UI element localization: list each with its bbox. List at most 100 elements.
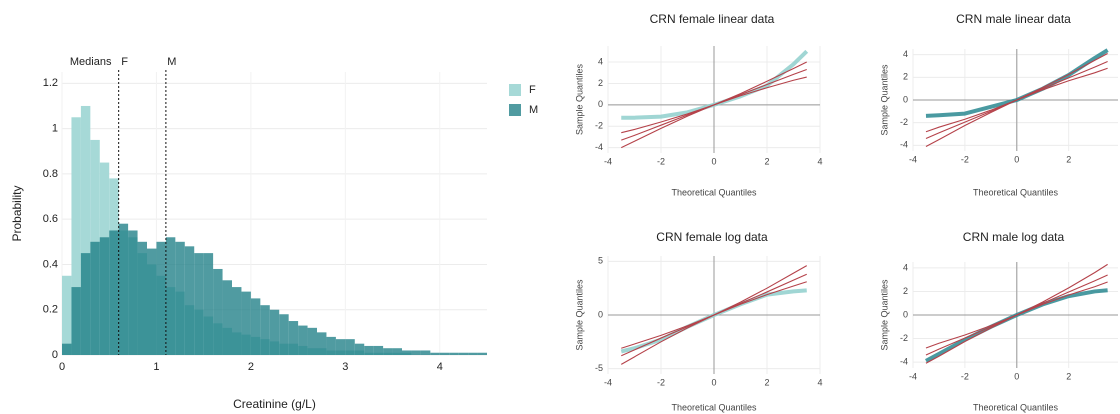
x-tick-label: 4	[817, 156, 822, 166]
y-tick-label: 2	[903, 286, 908, 296]
legend-label: F	[529, 84, 536, 96]
legend-label: M	[529, 104, 538, 116]
annotation: Medians	[70, 56, 112, 68]
histogram-bar	[411, 350, 421, 355]
reference-line	[925, 281, 1108, 364]
y-tick-label: -4	[900, 356, 908, 366]
x-tick-label: 0	[711, 377, 716, 387]
histogram-bar	[80, 253, 91, 355]
histogram-bar	[90, 241, 100, 355]
y-axis-label: Sample Quantiles	[574, 63, 584, 135]
histogram-bar	[298, 325, 308, 355]
x-tick-label: 3	[342, 361, 348, 373]
histogram-bar	[364, 345, 374, 355]
y-tick-label: 0	[903, 309, 908, 319]
histogram-bar	[109, 230, 119, 355]
x-tick-label: -4	[909, 154, 917, 164]
y-tick-label: 0.8	[43, 168, 58, 180]
histogram-bar	[213, 268, 223, 355]
x-tick-label: 0	[59, 361, 65, 373]
histogram-bar	[373, 345, 384, 355]
y-tick-label: -4	[900, 140, 908, 150]
x-tick-label: 2	[764, 156, 769, 166]
histogram-bar	[430, 352, 440, 355]
histogram-bar	[288, 321, 299, 355]
y-tick-label: 2	[598, 78, 603, 88]
y-tick-label: 0	[598, 309, 603, 319]
x-tick-label: 1	[153, 361, 159, 373]
x-axis-label: Theoretical Quantiles	[671, 402, 757, 412]
y-tick-label: 0.2	[43, 304, 58, 316]
y-axis-label: Sample Quantiles	[879, 279, 889, 351]
histogram-bar	[335, 339, 346, 355]
y-tick-label: 0.4	[43, 258, 58, 270]
y-tick-label: 2	[903, 72, 908, 82]
y-axis-label: Sample Quantiles	[574, 279, 584, 351]
histogram-bar	[184, 246, 195, 355]
histogram-bar	[439, 352, 450, 355]
y-tick-label: -2	[900, 333, 908, 343]
histogram-bar	[99, 237, 110, 355]
x-tick-label: -4	[604, 377, 612, 387]
histogram-bar	[449, 352, 459, 355]
histogram-bar	[62, 343, 72, 355]
histogram-bar	[326, 336, 336, 355]
histogram-bar	[468, 352, 478, 355]
x-tick-label: 2	[764, 377, 769, 387]
histogram-bar	[345, 339, 355, 355]
reference-line	[621, 76, 807, 149]
x-tick-label: 0	[711, 156, 716, 166]
chart-title: CRN male log data	[963, 230, 1065, 244]
histogram-bar	[458, 352, 469, 355]
y-tick-label: 0	[598, 99, 603, 109]
histogram-bar	[241, 291, 251, 355]
x-tick-label: -2	[961, 371, 969, 381]
x-tick-label: 0	[1014, 371, 1019, 381]
chart-title: CRN male linear data	[956, 12, 1071, 26]
x-axis-label: Theoretical Quantiles	[973, 187, 1059, 197]
legend-swatch	[509, 84, 521, 96]
y-tick-label: 1	[52, 123, 58, 135]
y-tick-label: 0.6	[43, 213, 58, 225]
reference-line	[620, 281, 807, 365]
legend-swatch	[509, 104, 521, 116]
histogram-bar	[147, 248, 157, 355]
x-tick-label: 4	[817, 377, 822, 387]
histogram-bar	[62, 275, 72, 355]
y-tick-label: 4	[903, 262, 908, 272]
histogram-bar	[250, 298, 261, 355]
histogram-bar	[118, 223, 129, 355]
chart-title: CRN female log data	[656, 230, 768, 244]
histogram-bar	[383, 348, 393, 355]
x-tick-label: 2	[248, 361, 254, 373]
y-tick-label: -2	[595, 121, 603, 131]
histogram-bar	[194, 253, 204, 355]
x-tick-label: 0	[1014, 154, 1019, 164]
y-axis-label: Sample Quantiles	[879, 64, 889, 136]
median-label: M	[167, 56, 176, 68]
x-tick-label: -2	[657, 156, 665, 166]
x-tick-label: 2	[1066, 154, 1071, 164]
histogram-bar	[420, 350, 431, 355]
histogram-bar	[354, 343, 365, 355]
x-tick-label: 2	[1066, 371, 1071, 381]
y-tick-label: 0	[52, 349, 58, 361]
x-tick-label: -4	[909, 371, 917, 381]
y-tick-label: -4	[595, 142, 603, 152]
histogram-bar	[279, 314, 289, 355]
histogram-bar	[156, 241, 166, 355]
histogram-bar	[307, 327, 317, 355]
y-tick-label: 5	[598, 256, 603, 266]
histogram-bar	[165, 237, 176, 355]
histogram-bar	[80, 105, 91, 356]
histogram-bar	[392, 348, 402, 355]
y-tick-label: 0	[903, 94, 908, 104]
y-tick-label: -2	[900, 117, 908, 127]
histogram-bar	[477, 352, 487, 355]
histogram-bar	[260, 305, 270, 355]
histogram-bar	[222, 280, 232, 355]
histogram-bar	[128, 230, 138, 355]
histogram-bar	[232, 287, 242, 355]
reference-line	[925, 67, 1108, 147]
histogram-bar	[317, 332, 327, 355]
